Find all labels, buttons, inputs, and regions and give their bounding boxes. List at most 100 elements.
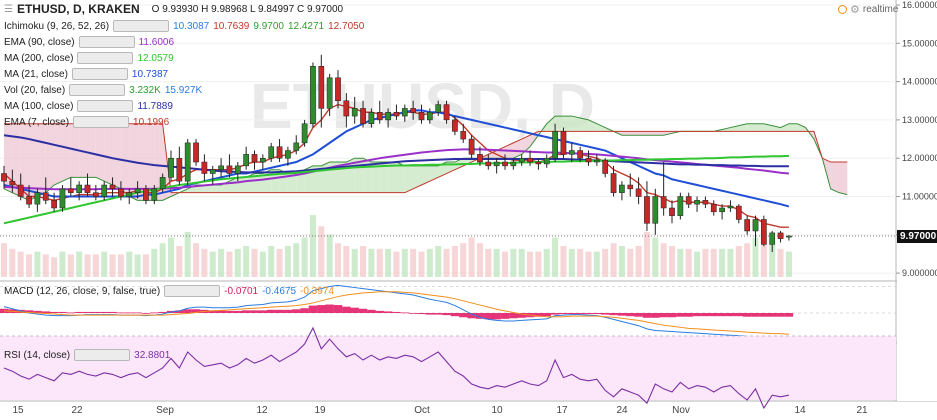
macd-histogram-bar	[116, 312, 126, 314]
macd-histogram-bar	[91, 311, 101, 313]
volume-bar	[76, 251, 83, 277]
volume-bar	[109, 254, 116, 277]
indicator-row: Ichimoku (9, 26, 52, 26) 10.3087 10.7639 9.…	[4, 20, 364, 32]
indicator-label[interactable]: Vol (20, false)	[4, 84, 66, 96]
indicator-label[interactable]: MA (100, close)	[4, 100, 74, 112]
candle-body	[376, 111, 383, 121]
macd-histogram-bar	[66, 312, 75, 314]
macd-histogram-bar	[175, 310, 184, 313]
volume-bars	[1, 215, 792, 277]
macd-histogram-bar	[626, 313, 635, 317]
indicator-settings-box[interactable]	[69, 84, 126, 96]
volume-bar	[142, 254, 149, 277]
indicator-settings-box[interactable]	[113, 20, 170, 32]
macd-settings-box[interactable]	[164, 285, 221, 297]
cloud-segment	[797, 123, 806, 132]
candle-body	[293, 142, 300, 151]
volume-bar	[560, 246, 567, 277]
cloud-segment	[37, 123, 46, 197]
candle-body	[26, 196, 32, 205]
candle-body	[443, 104, 450, 121]
indicator-settings-box[interactable]	[78, 36, 135, 48]
candle-body	[685, 196, 692, 205]
candle-body	[201, 161, 208, 174]
indicator-value: 10.1996	[133, 116, 170, 128]
volume-bar	[84, 254, 91, 277]
candle-body	[635, 188, 642, 197]
volume-bar	[42, 254, 49, 277]
cloud-segment	[396, 162, 405, 193]
volume-bar	[635, 246, 642, 277]
candle-body	[577, 150, 583, 159]
candle-body	[694, 200, 700, 205]
indicator-settings-box[interactable]	[77, 100, 134, 112]
indicator-value: 9.9700	[253, 20, 284, 32]
indicator-settings-box[interactable]	[73, 116, 130, 128]
candlesticks[interactable]	[1, 54, 792, 253]
candle-body	[493, 161, 500, 167]
candle-body	[510, 161, 517, 167]
symbol-title[interactable]: ETHUSD, D, KRAKEN	[16, 2, 140, 16]
macd-histogram-bar	[751, 313, 760, 317]
time-axis[interactable]: 15 22 Sep 12 19 Oct 10 17 24 Nov 14 21	[12, 405, 868, 416]
volume-bar	[301, 237, 308, 277]
indicator-label[interactable]: MA (21, close)	[4, 68, 68, 80]
series-line	[3, 134, 789, 174]
price-axis[interactable]: 16.000000 15.000000 14.000000 13.000000 12.0…	[896, 0, 937, 401]
macd-histogram-bar	[183, 309, 192, 313]
volume-bar	[293, 243, 300, 277]
macd-histogram-bar	[575, 313, 585, 315]
volume-bar	[694, 251, 701, 277]
cloud-segment	[237, 177, 247, 193]
gear-icon[interactable]: ⚙	[850, 4, 860, 16]
cloud-segment	[287, 173, 297, 193]
cloud-segment	[104, 123, 113, 186]
volume-bar	[510, 248, 517, 277]
volume-bar	[727, 248, 734, 277]
candle-body	[243, 154, 250, 167]
indicator-settings-box[interactable]	[77, 52, 134, 64]
ohlc-readout: O 9.93930 H 9.98968 L 9.84997 C 9.97000	[151, 3, 344, 15]
candle-body	[552, 131, 558, 159]
volume-bar	[410, 248, 417, 277]
info-icon[interactable]	[838, 5, 847, 14]
volume-bar	[26, 254, 33, 277]
time-tick-label: 14	[794, 405, 806, 416]
rsi-pane[interactable]: 60.000040.0000	[0, 326, 935, 410]
indicator-settings-box[interactable]	[71, 68, 128, 80]
cloud-segment	[555, 116, 564, 132]
indicator-label[interactable]: MA (200, close)	[4, 52, 74, 64]
candle-body	[276, 146, 283, 159]
candle-body	[360, 108, 366, 124]
rsi-label[interactable]: RSI (14, close)	[4, 349, 71, 361]
indicator-label[interactable]: Ichimoku (9, 26, 52, 26)	[4, 20, 110, 32]
macd-histogram-bar	[350, 307, 359, 313]
volume-bar	[67, 254, 74, 277]
indicator-value: 11.6006	[138, 36, 174, 48]
candle-body	[126, 192, 133, 197]
volume-bar	[602, 248, 609, 277]
rsi-settings-box[interactable]	[74, 349, 131, 361]
price-tick-label: 15.000000	[902, 38, 937, 48]
indicator-label[interactable]: EMA (90, close)	[4, 36, 75, 48]
indicator-label[interactable]: EMA (7, close)	[4, 116, 70, 128]
volume-bar	[101, 251, 108, 277]
cloud-segment	[755, 123, 764, 132]
volume-bar	[585, 251, 592, 277]
candle-body	[310, 66, 316, 124]
rsi-legend: RSI (14, close) 32.8801	[4, 349, 170, 361]
volume-bar	[1, 243, 7, 277]
macd-histogram-bar	[542, 313, 551, 317]
volume-bar	[17, 251, 24, 277]
symbol-menu-icon[interactable]: ☰	[4, 3, 13, 15]
volume-bar	[326, 234, 333, 277]
cloud-segment	[95, 123, 105, 182]
volume-bar	[618, 246, 625, 277]
cloud-segment	[62, 123, 71, 182]
volume-bar	[426, 248, 433, 277]
cloud-segment	[404, 165, 414, 193]
macd-label[interactable]: MACD (12, 26, close, 9, false, true)	[4, 285, 161, 297]
cloud-segment	[747, 123, 756, 132]
